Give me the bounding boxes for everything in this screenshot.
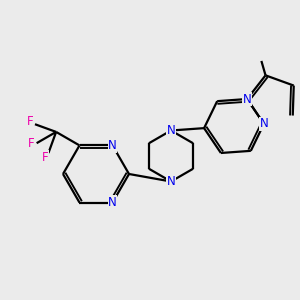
Text: F: F [42,151,49,164]
Text: F: F [27,115,34,128]
Text: N: N [167,124,176,137]
Text: N: N [260,117,268,130]
Text: N: N [243,92,251,106]
Text: N: N [108,196,117,209]
Text: N: N [108,139,117,152]
Text: F: F [28,137,34,150]
Text: N: N [167,175,176,188]
